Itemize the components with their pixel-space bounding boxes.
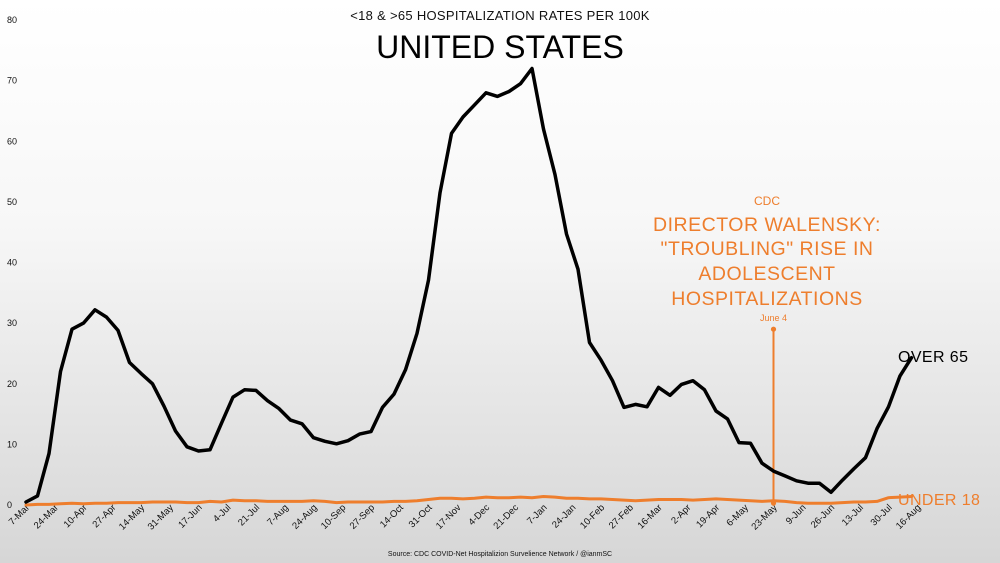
x-tick-label: 26-Jun <box>809 502 837 530</box>
x-tick-label: 27-Apr <box>90 502 118 530</box>
x-tick-label: 2-Apr <box>669 502 693 526</box>
source-note: Source: CDC COVID-Net Hospitalizion Surv… <box>388 551 612 558</box>
y-tick-label: 70 <box>7 76 17 86</box>
y-tick-label: 80 <box>7 15 17 25</box>
annotation-line-2: "TROUBLING" RISE IN <box>661 238 874 260</box>
annotation-line-1: DIRECTOR WALENSKY: <box>653 214 881 236</box>
x-tick-label: 24-Aug <box>290 502 319 531</box>
x-tick-label: 14-Oct <box>378 502 406 530</box>
series-label-under-18: UNDER 18 <box>898 492 980 509</box>
x-tick-label: 7-Aug <box>265 502 291 528</box>
x-tick-label: 24-Mar <box>32 502 61 531</box>
y-tick-label: 40 <box>7 258 17 268</box>
x-tick-label: 4-Jul <box>211 502 233 524</box>
annotation-marker-top <box>770 326 777 332</box>
annotation-date: June 4 <box>760 313 787 323</box>
annotation: June 4 CDC DIRECTOR WALENSKY: "TROUBLING… <box>653 194 881 506</box>
x-tick-label: 17-Jun <box>176 502 204 530</box>
y-tick-label: 30 <box>7 318 17 328</box>
x-tick-label: 13-Jul <box>840 502 866 528</box>
y-tick-label: 60 <box>7 136 17 146</box>
series-line-under-18 <box>24 495 913 507</box>
x-tick-label: 4-Dec <box>466 502 492 528</box>
x-tick-label: 10-Feb <box>578 502 607 531</box>
x-tick-label: 10-Sep <box>319 502 348 531</box>
y-tick-label: 10 <box>7 439 17 449</box>
annotation-line-4: HOSPITALIZATIONS <box>671 288 862 310</box>
x-tick-label: 24-Jan <box>550 502 578 530</box>
x-tick-label: 23-May <box>749 502 779 532</box>
x-tick-label: 31-Oct <box>407 502 435 530</box>
x-tick-label: 31-May <box>146 502 176 532</box>
x-tick-label: 7-Jan <box>525 502 550 527</box>
y-tick-label: 0 <box>7 500 12 510</box>
x-tick-label: 6-May <box>724 502 751 529</box>
y-axis: 0 10 20 30 40 50 60 70 80 <box>7 15 17 510</box>
y-tick-label: 50 <box>7 197 17 207</box>
annotation-kicker: CDC <box>754 194 780 208</box>
x-tick-label: 17-Nov <box>434 502 464 532</box>
x-tick-label: 19-Apr <box>694 502 722 530</box>
series-line-over-65 <box>24 66 914 504</box>
x-tick-label: 16-Mar <box>636 502 665 531</box>
x-tick-label: 10-Apr <box>62 502 90 530</box>
x-tick-label: 27-Sep <box>348 502 377 531</box>
x-tick-label: 30-Jul <box>869 502 895 528</box>
y-tick-label: 20 <box>7 379 17 389</box>
series-label-over-65: OVER 65 <box>898 349 968 366</box>
x-tick-label: 9-Jun <box>784 502 809 527</box>
x-tick-label: 21-Jul <box>236 502 262 528</box>
x-tick-label: 27-Feb <box>607 502 636 531</box>
chart-subtitle: <18 & >65 HOSPITALIZATION RATES PER 100K <box>350 8 650 23</box>
x-tick-label: 14-May <box>117 502 147 532</box>
chart-title: UNITED STATES <box>376 29 624 65</box>
x-tick-label: 21-Dec <box>491 502 521 532</box>
annotation-line-3: ADOLESCENT <box>698 263 835 285</box>
